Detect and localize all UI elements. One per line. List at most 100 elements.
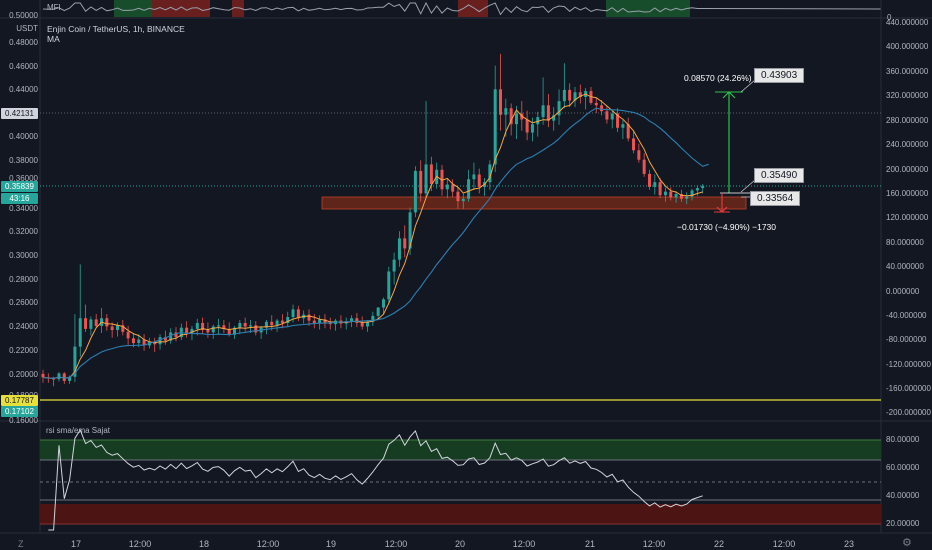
left-tick: 0.50000	[0, 11, 38, 20]
candle-body	[499, 89, 502, 114]
level-price-tag: 0.42131	[1, 108, 38, 119]
right-tick: 280.000000	[886, 116, 928, 125]
right-tick: 240.000000	[886, 140, 928, 149]
left-tick: 0.16000	[0, 416, 38, 425]
candle-body	[419, 171, 422, 193]
settings-gear-icon[interactable]: ⚙	[902, 537, 912, 549]
candle-body	[382, 299, 385, 307]
candle-body	[542, 105, 545, 117]
left-tick: 0.24000	[0, 322, 38, 331]
candle-body	[313, 321, 316, 323]
candle-body	[425, 164, 428, 193]
candle-body	[462, 199, 465, 201]
mfi-label: MFI	[47, 2, 61, 14]
candle-body	[685, 196, 688, 198]
left-tick: 0.30000	[0, 251, 38, 260]
rsi-overbought-zone	[40, 440, 881, 460]
candle-body	[57, 373, 60, 379]
candle-body	[414, 171, 417, 212]
left-tick: 0.44000	[0, 85, 38, 94]
candle-body	[244, 323, 247, 327]
time-tick: 18	[199, 539, 209, 549]
candle-body	[600, 105, 603, 111]
left-tick: 0.46000	[0, 62, 38, 71]
candle-body	[563, 90, 566, 101]
measurement-tool[interactable]	[714, 80, 755, 212]
left-tick: 0.28000	[0, 275, 38, 284]
candle-body	[653, 182, 656, 187]
candle-body	[393, 260, 396, 272]
candle-body	[467, 179, 470, 199]
candle-body	[355, 318, 358, 323]
time-tick: 12:00	[643, 539, 666, 549]
candle-body	[238, 323, 241, 328]
right-tick: 160.000000	[886, 189, 928, 198]
mfi-zone-red	[152, 0, 210, 17]
indicator-ma-label[interactable]: MA	[47, 33, 60, 45]
rsi-tick: 20.00000	[886, 519, 919, 528]
bar-countdown-tag: 43:16	[1, 193, 38, 204]
candle-body	[531, 124, 534, 132]
candle-body	[132, 338, 135, 343]
right-tick: 40.000000	[886, 262, 924, 271]
right-tick: 440.000000	[886, 18, 928, 27]
time-tick: 12:00	[385, 539, 408, 549]
right-tick: -200.000000	[886, 408, 931, 417]
time-tick: 22	[714, 539, 724, 549]
candle-body	[361, 323, 364, 327]
candle-body	[137, 340, 140, 344]
right-tick: -80.000000	[886, 335, 926, 344]
tradingview-logo-icon[interactable]: Z	[18, 538, 24, 550]
candle-body	[472, 174, 475, 179]
candle-body	[318, 319, 321, 323]
candle-body	[632, 138, 635, 150]
right-tick: 120.000000	[886, 213, 928, 222]
target-price-label[interactable]: 0.43903	[754, 68, 804, 83]
ma-slow-line	[43, 108, 709, 378]
candle-body	[669, 192, 672, 198]
left-tick: 0.34000	[0, 204, 38, 213]
rsi-pane	[40, 430, 881, 530]
measure-up-text: 0.08570 (24.26%)	[684, 73, 752, 83]
candle-body	[276, 321, 279, 326]
candle-body	[350, 318, 353, 321]
time-tick: 20	[455, 539, 465, 549]
candle-body	[648, 174, 651, 187]
right-tick: 400.000000	[886, 42, 928, 51]
candle-body	[605, 111, 608, 119]
candle-body	[611, 114, 614, 120]
right-tick: -160.000000	[886, 384, 931, 393]
candle-body	[196, 323, 199, 329]
candle-body	[116, 325, 119, 330]
time-tick: 17	[71, 539, 81, 549]
symbol-title[interactable]: Enjin Coin / TetherUS, 1h, BINANCE	[47, 23, 185, 35]
right-tick: -120.000000	[886, 360, 931, 369]
stop-price-label[interactable]: 0.33564	[750, 191, 800, 206]
candle-body	[664, 192, 667, 196]
left-axis-unit: USDT	[0, 24, 38, 33]
candle-body	[696, 188, 699, 190]
candle-body	[446, 185, 449, 190]
candle-body	[42, 374, 45, 378]
candle-body	[281, 321, 284, 323]
mfi-pane	[40, 0, 881, 17]
candle-body	[526, 119, 529, 132]
current-price-tag: 0.35839	[1, 181, 38, 192]
left-tick: 0.40000	[0, 132, 38, 141]
candle-body	[504, 108, 507, 115]
support-zone[interactable]	[322, 197, 746, 209]
rsi-oversold-zone	[40, 504, 881, 524]
candle-body	[637, 150, 640, 159]
rsi-title[interactable]: rsi sma/ema Sajat	[46, 425, 110, 437]
candle-body	[568, 90, 571, 101]
right-tick: 0.000000	[886, 287, 919, 296]
left-tick: 0.22000	[0, 346, 38, 355]
candle-body	[430, 164, 433, 184]
time-tick: 19	[326, 539, 336, 549]
candle-body	[387, 272, 390, 300]
entry-price-label[interactable]: 0.35490	[754, 168, 804, 183]
candle-body	[79, 318, 82, 346]
right-tick: 200.000000	[886, 165, 928, 174]
candle-body	[478, 174, 481, 186]
rsi-tick: 40.00000	[886, 491, 919, 500]
